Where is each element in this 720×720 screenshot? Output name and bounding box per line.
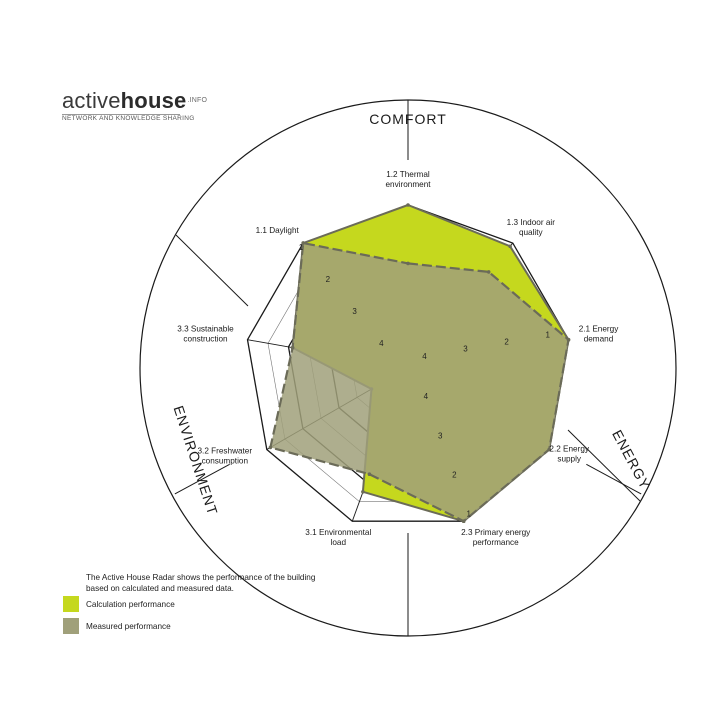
scale-label-2-3: 4 xyxy=(422,352,427,361)
logo-word-2: house xyxy=(120,88,187,113)
section-divider-2 xyxy=(586,463,642,495)
legend-calculation: Calculation performance xyxy=(63,596,175,612)
legend-swatch-measured xyxy=(63,618,79,634)
axis-label-6-line-0: 3.2 Freshwater xyxy=(197,447,252,456)
series-area-1 xyxy=(269,241,570,523)
series-1-point-3 xyxy=(547,447,551,452)
series-1-point-6 xyxy=(268,445,273,450)
axis-label-1-line-0: 1.3 Indoor air xyxy=(507,218,556,227)
legend-measured: Measured performance xyxy=(63,618,171,634)
scale-label-2-2: 3 xyxy=(463,345,468,354)
axis-label-1-line-1: quality xyxy=(519,228,544,237)
radar-series xyxy=(268,203,571,523)
axis-label-4-line-0: 2.3 Primary energy xyxy=(461,528,531,537)
scale-label-8-3: 4 xyxy=(379,339,384,348)
axis-label-8: 1.1 Daylight xyxy=(256,226,300,235)
logo-tagline: NETWORK AND KNOWLEDGE SHARING xyxy=(62,115,195,122)
scale-label-4-3: 4 xyxy=(424,392,429,401)
logo-suffix: .INFO xyxy=(187,97,208,104)
axis-label-7-line-1: construction xyxy=(183,335,228,344)
axis-label-7: 3.3 Sustainable construction xyxy=(177,325,234,344)
axis-label-0: 1.2 Thermal environment xyxy=(385,170,431,189)
axis-label-3-line-0: 2.2 Energy xyxy=(549,445,590,454)
series-1-point-2 xyxy=(566,337,571,342)
series-1-point-4 xyxy=(461,519,466,523)
axis-label-6-line-1: consumption xyxy=(202,457,249,466)
axis-label-8-line-0: 1.1 Daylight xyxy=(256,226,300,235)
axis-label-3: 2.2 Energy supply xyxy=(549,445,590,464)
axis-label-5-line-1: load xyxy=(331,538,347,547)
series-1-point-1 xyxy=(486,270,491,274)
logo-wordmark: activehouse.INFO xyxy=(62,90,207,112)
chart-note: The Active House Radar shows the perform… xyxy=(86,573,316,593)
axis-label-7-line-0: 3.3 Sustainable xyxy=(177,325,234,334)
legend-label-calculation: Calculation performance xyxy=(86,599,175,609)
legend-label-measured: Measured performance xyxy=(86,621,171,631)
scale-label-2-0: 1 xyxy=(545,330,550,339)
section-label-energy: ENERGY xyxy=(609,427,654,492)
scale-label-8-2: 3 xyxy=(352,307,357,316)
axis-label-3-line-1: supply xyxy=(557,455,582,464)
axis-label-0-line-0: 1.2 Thermal xyxy=(386,170,430,179)
section-divider-1 xyxy=(174,463,230,495)
series-0-point-1 xyxy=(508,244,512,249)
scale-label-4-2: 3 xyxy=(438,431,443,440)
series-0-point-0 xyxy=(406,203,410,207)
logo-word-1: active xyxy=(62,88,121,113)
axis-label-5: 3.1 Environmental load xyxy=(305,528,371,547)
axis-label-2: 2.1 Energy demand xyxy=(579,325,620,344)
series-1-point-5 xyxy=(367,472,372,477)
scale-label-2-1: 2 xyxy=(504,338,509,347)
scale-label-4-1: 2 xyxy=(452,471,457,480)
series-1-point-0 xyxy=(406,261,410,266)
activehouse-logo: activehouse.INFO NETWORK AND KNOWLEDGE S… xyxy=(62,90,207,122)
series-0-point-5 xyxy=(361,490,365,494)
scale-label-8-1: 2 xyxy=(326,275,331,284)
ring-0 xyxy=(246,204,570,522)
scale-label-4-0: 1 xyxy=(466,510,471,519)
section-divider-left xyxy=(175,234,249,307)
logo-rule xyxy=(62,114,180,115)
axis-label-2-line-1: demand xyxy=(584,335,614,344)
scale-label-8-0: 1 xyxy=(299,243,304,252)
axis-label-4-line-1: performance xyxy=(473,538,519,547)
axis-label-4: 2.3 Primary energy performance xyxy=(461,528,531,547)
section-divider-right xyxy=(567,429,641,502)
axis-label-0-line-1: environment xyxy=(385,180,431,189)
axis-label-5-line-0: 3.1 Environmental xyxy=(305,528,371,537)
axis-label-2-line-0: 2.1 Energy xyxy=(579,325,620,334)
series-1-point-7 xyxy=(290,345,295,350)
outer-circle-group xyxy=(139,99,677,637)
legend-swatch-calculation xyxy=(63,596,79,612)
series-1-point-8 xyxy=(301,241,306,245)
section-label-comfort: COMFORT xyxy=(369,111,447,127)
axis-label-1: 1.3 Indoor air quality xyxy=(507,218,556,237)
axis-label-6: 3.2 Freshwater consumption xyxy=(197,447,252,466)
